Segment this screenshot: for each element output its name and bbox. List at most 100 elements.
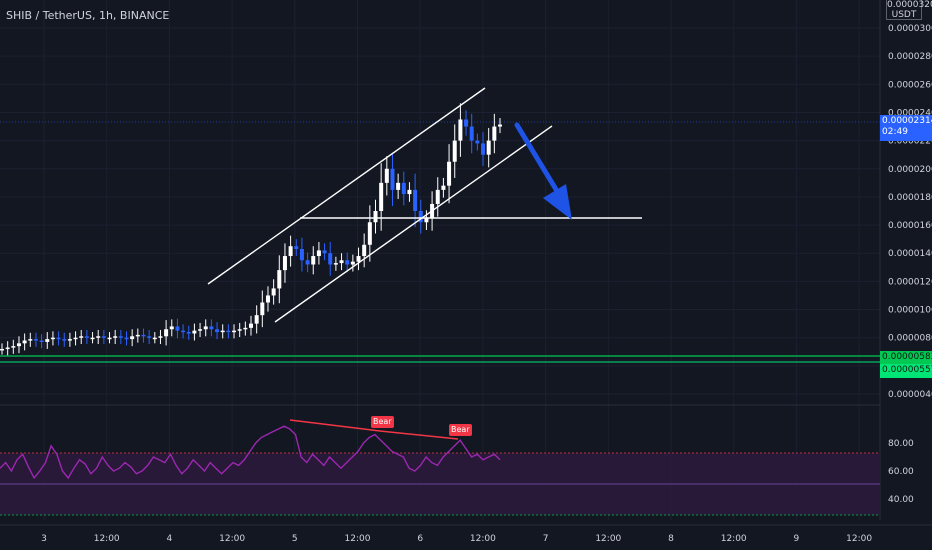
candle-body[interactable] bbox=[418, 211, 423, 223]
candle-body[interactable] bbox=[181, 330, 186, 333]
candle-body[interactable] bbox=[11, 346, 16, 348]
candle-body[interactable] bbox=[498, 124, 502, 127]
candle-body[interactable] bbox=[373, 211, 378, 223]
candle-body[interactable] bbox=[322, 250, 327, 254]
candle-body[interactable] bbox=[73, 337, 78, 340]
candle-body[interactable] bbox=[350, 261, 355, 265]
channel-upper-line[interactable] bbox=[207, 87, 486, 285]
candle-body[interactable] bbox=[16, 343, 21, 347]
candle-body[interactable] bbox=[401, 182, 406, 195]
candle-body[interactable] bbox=[79, 336, 84, 338]
candle-body[interactable] bbox=[50, 337, 55, 340]
candle-body[interactable] bbox=[113, 336, 118, 338]
bear-divergence-line-1[interactable] bbox=[289, 419, 381, 432]
candle-body[interactable] bbox=[328, 253, 333, 265]
candle-body[interactable] bbox=[237, 329, 242, 331]
candle-body[interactable] bbox=[254, 315, 259, 324]
candle-body[interactable] bbox=[232, 330, 237, 333]
candle-body[interactable] bbox=[215, 329, 220, 333]
candle-body[interactable] bbox=[84, 336, 89, 338]
candle-body[interactable] bbox=[458, 119, 463, 141]
candle-body[interactable] bbox=[339, 260, 344, 264]
candle-body[interactable] bbox=[130, 336, 135, 340]
candle-body[interactable] bbox=[186, 332, 191, 334]
candle-body[interactable] bbox=[39, 340, 44, 343]
candle-body[interactable] bbox=[209, 326, 214, 330]
candle-body[interactable] bbox=[118, 336, 123, 338]
candle-body[interactable] bbox=[390, 168, 395, 190]
candle-body[interactable] bbox=[407, 189, 412, 195]
candle-body[interactable] bbox=[265, 295, 270, 303]
candle-body[interactable] bbox=[367, 222, 372, 245]
candle-body[interactable] bbox=[260, 302, 265, 316]
candle-body[interactable] bbox=[203, 326, 208, 330]
candle-body[interactable] bbox=[316, 250, 321, 257]
candle-body[interactable] bbox=[164, 329, 169, 337]
down-arrow[interactable] bbox=[514, 122, 572, 220]
candle-body[interactable] bbox=[67, 339, 72, 341]
candle-body[interactable] bbox=[441, 185, 446, 190]
candle-body[interactable] bbox=[192, 330, 197, 334]
candle-body[interactable] bbox=[469, 126, 474, 141]
bear-label-2[interactable]: Bear bbox=[449, 424, 472, 436]
candle-body[interactable] bbox=[135, 334, 140, 337]
candle-body[interactable] bbox=[311, 256, 316, 265]
candle-body[interactable] bbox=[356, 256, 361, 262]
candle-body[interactable] bbox=[333, 263, 338, 265]
scale-badge[interactable]: 0.000032000 USDT bbox=[886, 0, 932, 20]
price-axis[interactable]: 0.00003000 0.00002800 0.00002600 0.00002400… bbox=[888, 24, 932, 400]
candle-body[interactable] bbox=[475, 140, 480, 144]
candle-body[interactable] bbox=[45, 339, 50, 342]
candle-body[interactable] bbox=[486, 140, 491, 155]
candle-body[interactable] bbox=[288, 246, 293, 257]
candle-body[interactable] bbox=[384, 168, 389, 183]
candle-body[interactable] bbox=[33, 339, 38, 341]
rsi-line[interactable] bbox=[0, 425, 501, 480]
candle-body[interactable] bbox=[249, 323, 253, 328]
candle-body[interactable] bbox=[141, 334, 146, 337]
candle-body[interactable] bbox=[379, 182, 384, 211]
candle-body[interactable] bbox=[452, 140, 457, 162]
candle-body[interactable] bbox=[220, 330, 225, 333]
bear-label-1[interactable]: Bear bbox=[371, 416, 394, 428]
candle-body[interactable] bbox=[169, 326, 174, 330]
time-axis[interactable]: 3 12:00 4 12:00 5 12:00 6 12:00 7 12:00 8 12:00 9 12:… bbox=[41, 534, 872, 544]
candle-body[interactable] bbox=[305, 260, 310, 265]
candle-body[interactable] bbox=[0, 348, 4, 351]
candle-body[interactable] bbox=[124, 337, 129, 340]
candle-body[interactable] bbox=[226, 330, 231, 333]
candle-body[interactable] bbox=[424, 218, 429, 223]
candle-body[interactable] bbox=[101, 336, 106, 338]
candle-body[interactable] bbox=[5, 347, 10, 350]
candle-body[interactable] bbox=[198, 329, 203, 331]
candle-body[interactable] bbox=[175, 326, 180, 331]
candle-body[interactable] bbox=[481, 143, 486, 155]
candle-body[interactable] bbox=[158, 336, 163, 338]
candle-body[interactable] bbox=[492, 126, 497, 141]
candle-body[interactable] bbox=[294, 246, 299, 250]
candle-body[interactable] bbox=[447, 161, 452, 186]
candle-body[interactable] bbox=[362, 244, 367, 257]
candle-body[interactable] bbox=[435, 189, 440, 204]
candle-body[interactable] bbox=[243, 327, 248, 330]
candle-body[interactable] bbox=[152, 337, 157, 340]
candle-body[interactable] bbox=[62, 339, 67, 341]
candle-body[interactable] bbox=[299, 249, 304, 261]
channel-lower-line[interactable] bbox=[274, 125, 553, 323]
candle-body[interactable] bbox=[28, 339, 33, 341]
bear-divergence-line-2[interactable] bbox=[379, 430, 459, 440]
symbol-title[interactable]: SHIB / TetherUS, 1h, BINANCE bbox=[6, 9, 170, 22]
candle-body[interactable] bbox=[90, 337, 95, 340]
candle-body[interactable] bbox=[282, 256, 287, 271]
candle-body[interactable] bbox=[345, 260, 350, 265]
candle-body[interactable] bbox=[107, 337, 112, 340]
candle-body[interactable] bbox=[96, 336, 101, 338]
candle-body[interactable] bbox=[22, 340, 27, 344]
candle-body[interactable] bbox=[464, 119, 469, 127]
candle-body[interactable] bbox=[271, 288, 276, 296]
candle-body[interactable] bbox=[396, 182, 401, 190]
candle-body[interactable] bbox=[277, 270, 282, 289]
candle-body[interactable] bbox=[147, 336, 152, 338]
candle-body[interactable] bbox=[56, 337, 61, 340]
